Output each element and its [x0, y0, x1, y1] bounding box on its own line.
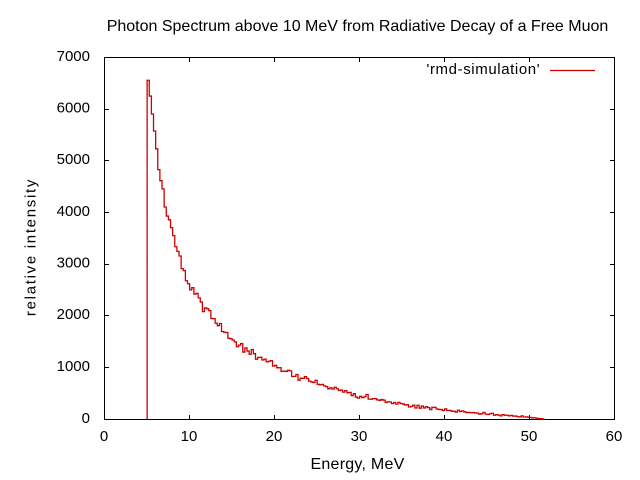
svg-text:1000: 1000 — [57, 358, 90, 375]
svg-text:0: 0 — [82, 410, 90, 427]
svg-text:7000: 7000 — [57, 48, 90, 65]
svg-text:40: 40 — [436, 428, 453, 445]
svg-text:50: 50 — [521, 428, 538, 445]
svg-text:30: 30 — [351, 428, 368, 445]
svg-text:10: 10 — [181, 428, 198, 445]
svg-text:20: 20 — [266, 428, 283, 445]
svg-text:Photon Spectrum above 10 MeV f: Photon Spectrum above 10 MeV from Radiat… — [107, 18, 609, 35]
svg-text:5000: 5000 — [57, 151, 90, 168]
svg-text:6000: 6000 — [57, 100, 90, 117]
svg-text:2000: 2000 — [57, 306, 90, 323]
svg-text:3000: 3000 — [57, 255, 90, 272]
svg-text:60: 60 — [606, 428, 623, 445]
svg-text:'rmd-simulation': 'rmd-simulation' — [427, 61, 541, 78]
svg-text:Energy, MeV: Energy, MeV — [310, 456, 404, 473]
svg-text:relative intensity: relative intensity — [23, 178, 40, 316]
svg-text:4000: 4000 — [57, 203, 90, 220]
svg-text:0: 0 — [100, 428, 108, 445]
